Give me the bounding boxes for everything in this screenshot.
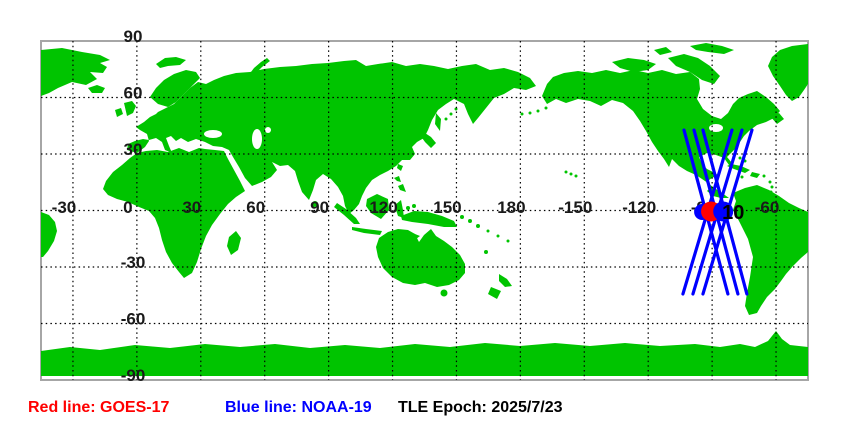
- land-sri-lanka: [312, 201, 318, 207]
- land-hainan: [376, 169, 382, 175]
- land-fiji-3: [506, 239, 510, 243]
- land-madagascar: [227, 231, 241, 255]
- land-greenland-east: [41, 48, 110, 96]
- land-melanesia-3: [476, 224, 480, 228]
- lon-tick-label: -30: [52, 198, 77, 217]
- lon-tick-label: -120: [622, 198, 656, 217]
- lat-tick-label: -30: [121, 253, 146, 272]
- land-fiji-2: [496, 234, 500, 238]
- land-aleutian-4: [520, 112, 524, 116]
- land-layer: [41, 43, 808, 376]
- land-moluccas-2: [412, 204, 416, 208]
- land-new-caledonia: [484, 250, 488, 254]
- land-jamaica: [740, 175, 744, 179]
- land-eurasia: [127, 60, 536, 214]
- land-taiwan: [397, 164, 403, 171]
- lon-tick-label: 90: [310, 198, 329, 217]
- land-north-america: [542, 70, 780, 198]
- land-greenland-west: [768, 44, 808, 101]
- land-nz-north: [499, 274, 512, 287]
- land-new-guinea: [401, 211, 457, 227]
- axis-labels: -30 0 30 60 90 120 150 180 -150 -120 -90 -60 90 60 30 -…: [52, 27, 780, 385]
- land-bahamas: [738, 156, 742, 160]
- lat-tick-label: -60: [121, 310, 146, 329]
- lat-tick-label: -90: [121, 366, 146, 385]
- lon-tick-label: -150: [558, 198, 592, 217]
- land-antilles-1: [768, 180, 772, 184]
- land-banks-victoria: [612, 58, 656, 72]
- lon-tick-label: 120: [369, 198, 397, 217]
- land-kuril-1: [444, 117, 448, 121]
- land-aleutian-3: [528, 111, 532, 115]
- land-nz-south: [488, 287, 501, 299]
- black-sea: [204, 130, 222, 138]
- land-hawaii-2: [569, 172, 573, 176]
- land-fiji-1: [486, 229, 490, 233]
- lon-tick-label: -60: [755, 198, 780, 217]
- land-sakhalin: [435, 113, 441, 131]
- land-aleutian-1: [544, 106, 548, 110]
- land-philippines: [394, 176, 401, 182]
- land-philippines-south: [398, 184, 406, 192]
- lon-tick-label: 30: [182, 198, 201, 217]
- land-antilles-2: [770, 185, 774, 189]
- land-japan: [417, 121, 436, 148]
- legend-noaa19-label: Blue line: NOAA-19: [225, 399, 372, 416]
- grid-lines: [41, 41, 808, 380]
- land-melanesia-1: [460, 215, 464, 219]
- land-australia: [376, 229, 465, 287]
- land-borneo: [366, 194, 389, 219]
- land-kuril-2: [449, 112, 453, 116]
- lon-tick-label: 150: [433, 198, 461, 217]
- land-hispaniola: [750, 172, 760, 178]
- land-hawaii-3: [574, 174, 578, 178]
- land-brazil-left-wrap: [41, 212, 57, 257]
- lon-tick-label: 60: [246, 198, 265, 217]
- land-iceland: [88, 85, 105, 93]
- land-moluccas-1: [406, 206, 410, 210]
- sno-markers: [694, 201, 734, 222]
- legend-tle-epoch-label: TLE Epoch: 2025/7/23: [398, 399, 563, 416]
- caspian-sea: [252, 129, 262, 149]
- legend-goes17-label: Red line: GOES-17: [28, 399, 170, 416]
- time-annotation: 10: [722, 202, 744, 224]
- annotation-text: 10: [722, 202, 744, 224]
- great-lakes: [709, 124, 723, 132]
- land-scandinavia: [150, 70, 200, 107]
- land-africa: [103, 148, 245, 278]
- lat-tick-label: 30: [124, 140, 143, 159]
- lon-tick-label: 0: [123, 198, 132, 217]
- land-aleutian-2: [536, 109, 540, 113]
- land-south-america: [733, 185, 808, 315]
- land-sumatra: [334, 203, 360, 224]
- land-newfoundland: [770, 113, 784, 124]
- land-sulawesi: [395, 200, 404, 218]
- land-puerto-rico: [762, 174, 766, 178]
- land-arctic-island: [654, 47, 672, 55]
- marker-noaa-19: [713, 201, 734, 222]
- land-hawaii-1: [564, 170, 568, 174]
- land-ellesmere: [690, 43, 734, 54]
- land-ireland: [115, 108, 123, 117]
- land-tasmania: [440, 289, 448, 297]
- land-antarctica: [41, 331, 808, 376]
- land-svalbard: [156, 57, 186, 68]
- land-baffin: [668, 54, 720, 84]
- lat-tick-label: 90: [124, 27, 143, 46]
- lon-tick-label: 180: [497, 198, 525, 217]
- land-melanesia-2: [468, 219, 472, 223]
- land-java: [352, 227, 382, 235]
- aral-sea: [265, 127, 271, 133]
- land-britain: [124, 101, 136, 116]
- legend: Red line: GOES-17 Blue line: NOAA-19 TLE…: [0, 399, 850, 421]
- lat-tick-label: 60: [124, 84, 143, 103]
